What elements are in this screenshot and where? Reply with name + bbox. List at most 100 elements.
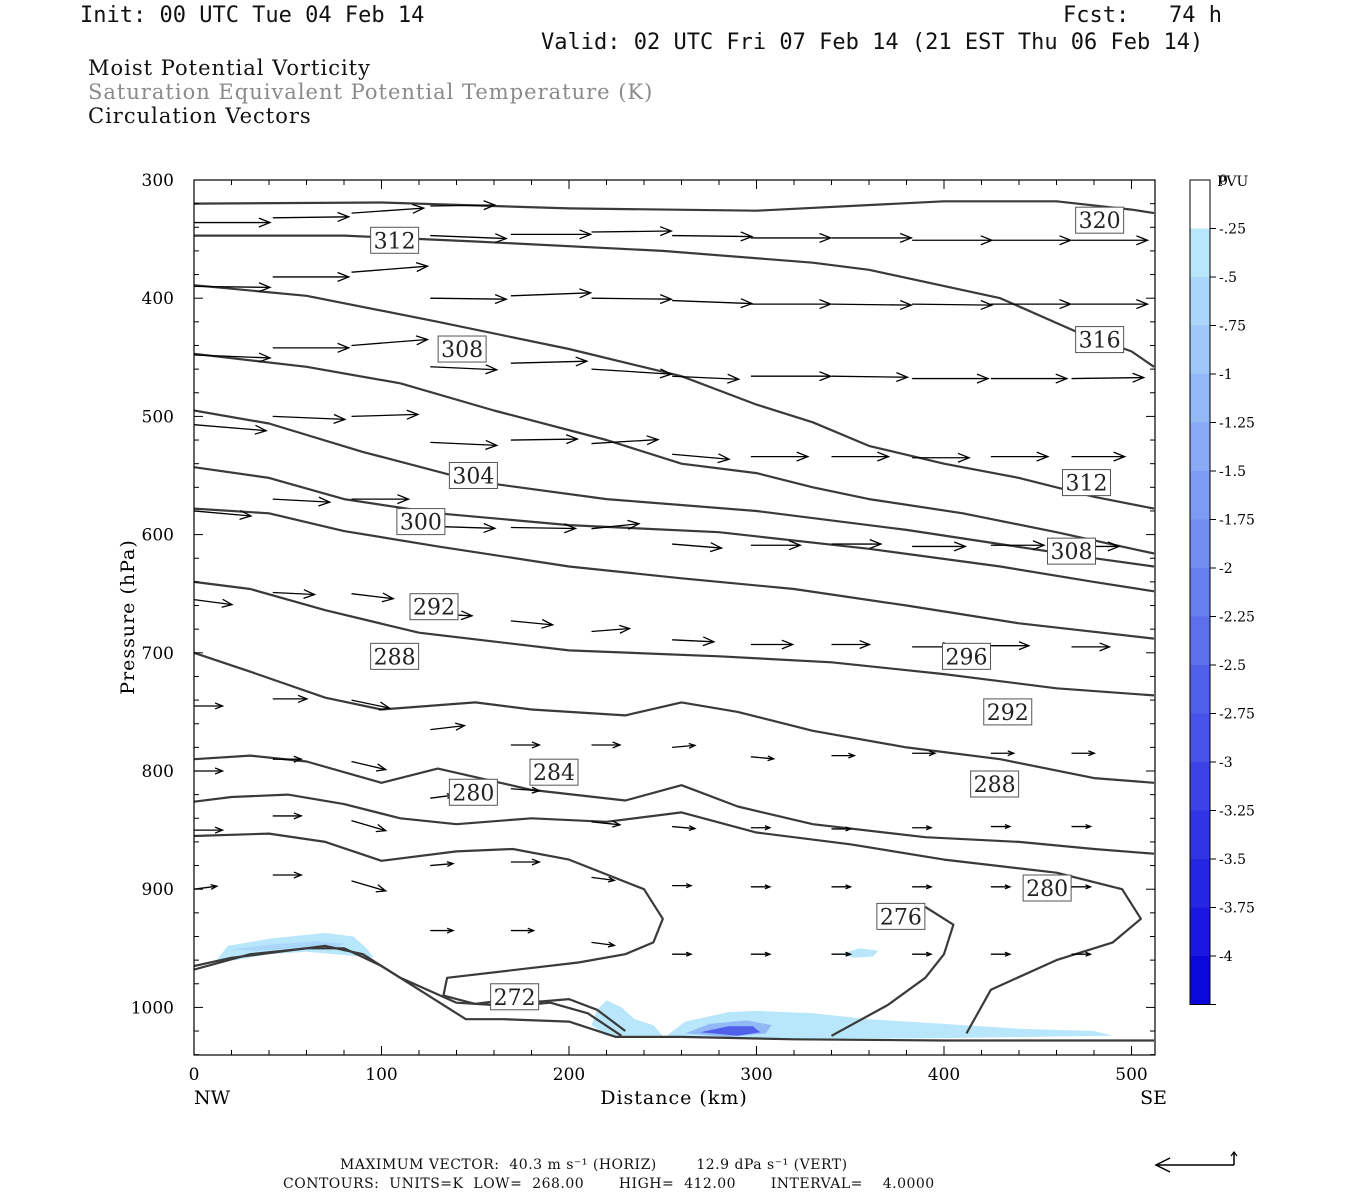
colorbar-label: -1 [1219, 367, 1233, 383]
colorbar-label: -3.75 [1219, 901, 1255, 917]
wind-vector [912, 750, 937, 757]
wind-vector [1071, 642, 1112, 652]
wind-vector [272, 589, 317, 599]
contour-label-text: 308 [441, 338, 483, 363]
wind-vector [672, 231, 754, 242]
colorbar-segment [1190, 180, 1210, 229]
colorbar-segment [1190, 228, 1210, 277]
theta-contour-308 [194, 352, 1155, 555]
wind-vector [430, 927, 455, 934]
wind-vector [510, 356, 589, 367]
wind-vector [351, 262, 430, 273]
contour-label-box [529, 758, 579, 786]
colorbar-segment [1190, 665, 1210, 714]
contour-label-text: 276 [880, 905, 922, 930]
x-axis-title: Distance (km) [600, 1087, 748, 1109]
pv-shade-region [666, 1010, 1113, 1040]
wind-vector [194, 424, 268, 435]
contour-label: 312 [1062, 469, 1111, 497]
colorbar-segment [1190, 907, 1210, 956]
wind-vector [194, 282, 272, 293]
wind-vector [510, 434, 580, 445]
contour-label: 304 [448, 462, 498, 490]
theta-contour-284 [194, 754, 1155, 855]
wind-vector [430, 722, 467, 731]
colorbar-segment [1190, 616, 1210, 665]
contour-label-box [1047, 537, 1096, 565]
wind-vector [831, 539, 883, 550]
colorbar-segment [1190, 713, 1210, 762]
wind-vector [831, 372, 910, 383]
x-tick-label: 200 [553, 1065, 585, 1085]
wind-vector [990, 884, 1012, 890]
contour-label: 316 [1075, 326, 1125, 354]
wind-vector [990, 641, 1031, 651]
wind-vector [990, 373, 1069, 384]
wind-vector [430, 294, 509, 305]
colorbar-segment [1190, 762, 1210, 811]
contour-label: 288 [970, 770, 1020, 798]
wind-vector [750, 299, 833, 310]
wind-vector [591, 435, 660, 446]
title-mpv: Moist Potential Vorticity [88, 56, 371, 80]
wind-vector [831, 299, 914, 311]
wind-vector [990, 235, 1073, 246]
contour-label-box [1022, 874, 1072, 902]
wind-vector [591, 820, 622, 828]
colorbar-label: -4 [1219, 949, 1233, 965]
theta-contour-280 [194, 793, 1143, 1034]
x-tick-label: 100 [365, 1065, 397, 1085]
contour-label-text: 308 [1051, 540, 1093, 565]
contour-label-text: 312 [1066, 472, 1108, 497]
colorbar: 0 -.25 -.5 -.75 -1 -1.25 -1.5 -1.75 -2 -2.25 -2.5 -… [1189, 173, 1255, 1005]
wind-vector [672, 373, 741, 384]
y-axis-title: Pressure (hPa) [117, 539, 139, 695]
wind-vector [912, 299, 994, 311]
wind-vector [1071, 750, 1097, 757]
contour-label: 292 [409, 593, 459, 621]
contour-label: 288 [370, 642, 420, 670]
colorbar-title: PVU [1217, 174, 1249, 190]
wind-vector [194, 217, 272, 228]
contour-label-box [970, 770, 1020, 798]
contour-label-text: 292 [413, 596, 455, 621]
colorbar-segment [1190, 325, 1210, 374]
colorbar-label: -1.5 [1219, 464, 1246, 480]
wind-vector [831, 826, 853, 832]
wind-vector [430, 364, 499, 375]
circulation-vectors [194, 200, 1150, 957]
pv-shade-region [840, 948, 879, 958]
wind-vector [194, 509, 253, 521]
contour-label: 292 [983, 698, 1033, 726]
wind-vector [510, 523, 578, 534]
wind-vector [591, 519, 641, 530]
wind-vector [510, 741, 542, 749]
pv-shade-region [700, 1026, 761, 1036]
contour-label-box [437, 335, 487, 363]
wind-vector [351, 409, 420, 420]
contour-label-text: 320 [1079, 209, 1121, 234]
colorbar-segment [1190, 471, 1210, 520]
x-left-label: NW [194, 1087, 231, 1109]
colorbar-label: -1.75 [1219, 513, 1255, 529]
wind-vector [750, 825, 772, 831]
theta-contour-268 [194, 947, 1154, 1042]
colorbar-frame [1189, 179, 1211, 1005]
wind-vector [272, 755, 304, 763]
wind-vector [510, 288, 593, 299]
contour-label-box [370, 642, 420, 670]
wind-vector [1071, 884, 1093, 890]
pv-shading [216, 932, 1113, 1040]
pv-shade-region [591, 1000, 663, 1036]
wind-vector [272, 211, 351, 223]
contour-label-text: 300 [400, 511, 442, 536]
wind-vector [672, 298, 754, 309]
wind-vector [351, 494, 411, 505]
wind-vector [272, 342, 351, 353]
wind-vector [990, 823, 1012, 830]
wind-vector [672, 742, 697, 749]
wind-vector [272, 496, 332, 507]
wind-vector [672, 636, 716, 647]
y-tick-label: 900 [142, 880, 174, 900]
wind-vector [912, 884, 933, 890]
